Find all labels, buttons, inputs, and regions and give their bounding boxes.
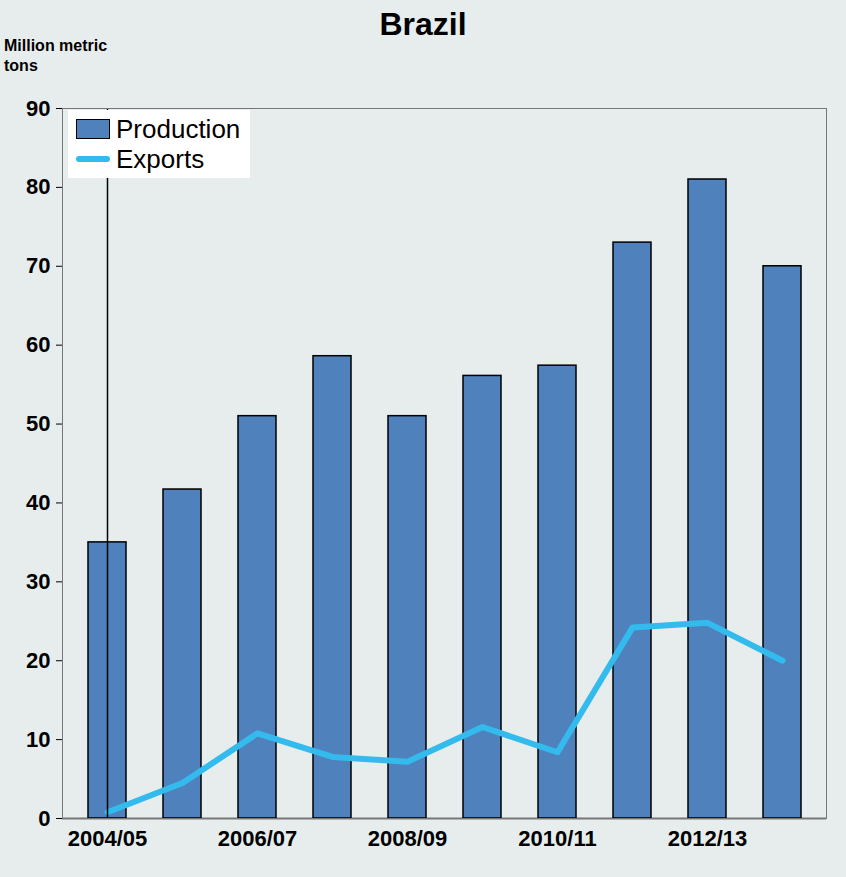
svg-text:50: 50 bbox=[26, 411, 50, 436]
html-text:Production: Production bbox=[116, 114, 241, 144]
svg-text:40: 40 bbox=[26, 490, 50, 515]
svg-text:2010/11: 2010/11 bbox=[518, 826, 596, 851]
svg-text:20: 20 bbox=[26, 648, 50, 673]
svg-text:2012/13: 2012/13 bbox=[668, 826, 748, 851]
html-text:Brazil: Brazil bbox=[379, 6, 467, 42]
html-text:Million metric tons: Million metric tons bbox=[4, 37, 108, 74]
svg-text:90: 90 bbox=[26, 96, 50, 121]
svg-text:2004/05: 2004/05 bbox=[68, 826, 148, 851]
svg-text:2008/09: 2008/09 bbox=[368, 826, 448, 851]
svg-text:70: 70 bbox=[26, 253, 50, 278]
svg-text:80: 80 bbox=[26, 174, 50, 199]
svg-text:30: 30 bbox=[26, 569, 50, 594]
svg-text:2006/07: 2006/07 bbox=[218, 826, 298, 851]
svg-text:0: 0 bbox=[38, 806, 50, 831]
svg-text:60: 60 bbox=[26, 332, 50, 357]
svg-text:10: 10 bbox=[26, 727, 50, 752]
html-text:Exports: Exports bbox=[116, 144, 205, 174]
